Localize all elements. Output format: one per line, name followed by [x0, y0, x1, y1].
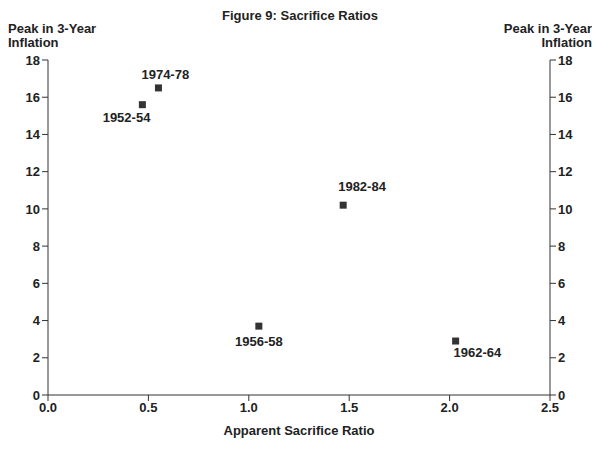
svg-text:18: 18: [558, 53, 572, 68]
svg-text:12: 12: [26, 164, 40, 179]
svg-text:14: 14: [26, 127, 41, 142]
svg-text:4: 4: [558, 313, 566, 328]
svg-text:14: 14: [558, 127, 573, 142]
svg-text:1.5: 1.5: [340, 400, 358, 415]
svg-text:4: 4: [33, 313, 41, 328]
svg-text:0: 0: [558, 388, 565, 403]
svg-text:0.5: 0.5: [139, 400, 157, 415]
html-text:Figure 9: Sacrifice Ratios: Figure 9: Sacrifice Ratios: [222, 8, 378, 23]
svg-text:2: 2: [558, 350, 565, 365]
svg-text:0.0: 0.0: [39, 400, 57, 415]
svg-text:8: 8: [33, 239, 40, 254]
svg-text:1962-64: 1962-64: [454, 345, 502, 360]
svg-text:1952-54: 1952-54: [103, 110, 151, 125]
html-text:Inflation: Inflation: [541, 35, 592, 50]
svg-text:6: 6: [558, 276, 565, 291]
svg-text:16: 16: [26, 90, 40, 105]
svg-text:8: 8: [558, 239, 565, 254]
svg-text:1.0: 1.0: [240, 400, 258, 415]
svg-text:10: 10: [26, 202, 40, 217]
svg-text:1982-84: 1982-84: [338, 179, 386, 194]
svg-text:6: 6: [33, 276, 40, 291]
svg-text:10: 10: [558, 202, 572, 217]
svg-text:0: 0: [33, 388, 40, 403]
svg-text:16: 16: [558, 90, 572, 105]
svg-text:2.0: 2.0: [441, 400, 459, 415]
html-text:Peak in 3-Year: Peak in 3-Year: [503, 21, 592, 36]
svg-text:1956-58: 1956-58: [235, 334, 283, 349]
svg-text:12: 12: [558, 164, 572, 179]
html-text:Peak in 3-Year: Peak in 3-Year: [8, 21, 97, 36]
html-text:Inflation: Inflation: [8, 35, 59, 50]
svg-text:1974-78: 1974-78: [141, 67, 189, 82]
svg-text:18: 18: [26, 53, 40, 68]
svg-text:2: 2: [33, 350, 40, 365]
svg-text:Apparent Sacrifice Ratio: Apparent Sacrifice Ratio: [224, 423, 375, 438]
svg-text:2.5: 2.5: [541, 400, 559, 415]
